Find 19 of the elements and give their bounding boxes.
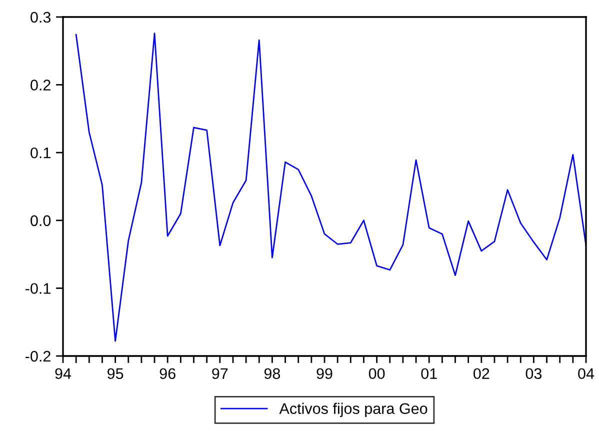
x-tick-label: 96 xyxy=(160,368,176,380)
x-tick-label: 02 xyxy=(474,368,490,380)
x-tick-label: 99 xyxy=(316,368,332,380)
x-tick-label: 03 xyxy=(526,368,542,380)
line-series xyxy=(75,32,586,342)
x-tick-label: 00 xyxy=(368,368,385,380)
y-tick-label: 0.2 xyxy=(30,80,50,90)
x-tick-label: 01 xyxy=(421,368,437,380)
x-tick-label: 95 xyxy=(108,368,124,380)
y-tick-label: -0.1 xyxy=(26,283,50,294)
legend-label: Activos fijos para Geo xyxy=(279,402,428,418)
y-tick-label: 0.0 xyxy=(30,215,51,226)
y-tick-label: -0.2 xyxy=(26,350,50,362)
x-tick-label: 97 xyxy=(212,368,228,380)
x-tick-label: 94 xyxy=(55,368,72,380)
x-tick-label: 98 xyxy=(264,368,280,380)
y-tick-label: 0.3 xyxy=(30,12,51,23)
x-tick-label: 04 xyxy=(578,368,594,380)
y-tick-label: 0.1 xyxy=(30,147,50,158)
